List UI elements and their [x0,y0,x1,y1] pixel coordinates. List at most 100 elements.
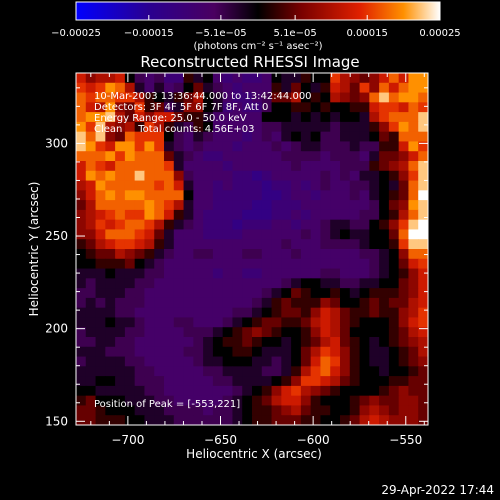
heatmap-cell [76,190,87,201]
heatmap-cell [349,376,361,387]
heatmap-cell [340,337,351,348]
heatmap-cell [85,288,97,299]
heatmap-cell [183,102,194,113]
heatmap-cell [310,170,322,182]
heatmap-cell [173,180,185,191]
heatmap-cell [300,288,312,299]
heatmap-cell [232,82,243,94]
heatmap-cell [320,92,331,103]
heatmap-cell [183,141,194,152]
heatmap-cell [95,229,106,240]
heatmap-cell [398,112,410,123]
heatmap-cell [144,405,155,416]
heatmap-cell [418,268,428,279]
heatmap-cell [203,346,214,358]
heatmap-cell [281,239,292,250]
heatmap-cell [212,307,224,319]
heatmap-cell [379,219,390,231]
heatmap-cell [359,366,370,377]
heatmap-cell [340,112,351,123]
heatmap-cell [154,141,165,152]
heatmap-cell [349,307,361,319]
heatmap-cell [193,337,204,348]
heatmap-cell [418,73,428,84]
heatmap-cell [164,219,175,231]
heatmap-cell [222,73,234,84]
heatmap-cell [398,297,410,309]
heatmap-cell [76,102,87,113]
heatmap-cell [330,327,341,338]
heatmap-cell [183,258,194,270]
heatmap-cell [203,297,214,309]
heatmap-cell [203,405,214,416]
heatmap-cell [340,385,351,397]
heatmap-cell [134,346,146,358]
heatmap-cell [212,327,224,338]
heatmap-cell [359,317,370,328]
heatmap-cell [95,170,106,182]
heatmap-cell [252,200,263,211]
heatmap-cell [369,317,380,328]
heatmap-cell [144,229,155,240]
heatmap-cell [291,278,302,289]
heatmap-cell [281,395,292,407]
heatmap-cell [252,307,263,319]
heatmap-cell [193,317,204,328]
heatmap-cell [76,92,87,103]
heatmap-cell [281,82,292,94]
heatmap-cell [330,395,341,407]
heatmap-cell [330,366,341,377]
heatmap-cell [369,170,380,182]
heatmap-cell [232,258,243,270]
heatmap-cell [203,161,214,172]
heatmap-cell [300,112,312,123]
heatmap-cell [144,307,155,319]
heatmap-cell [388,151,400,162]
heatmap-cell [154,92,165,103]
heatmap-cell [271,317,282,328]
heatmap-cell [154,327,165,338]
heatmap-cell [388,121,400,133]
heatmap-cell [222,278,234,289]
heatmap-cell [173,121,185,133]
heatmap-cell [105,376,116,387]
heatmap-cell [193,131,204,143]
heatmap-cell [349,102,361,113]
heatmap-cell [349,200,361,211]
heatmap-cell [124,278,136,289]
heatmap-cell [300,278,312,289]
heatmap-cell [281,200,292,211]
heatmap-cell [105,405,116,416]
heatmap-cell [408,102,419,113]
heatmap-cell [164,121,175,133]
heatmap-cell [212,366,224,377]
heatmap-cell [222,415,234,425]
heatmap-cell [124,121,136,133]
heatmap-cell [310,249,322,260]
heatmap-cell [85,239,97,250]
heatmap-cell [261,317,273,328]
heatmap-cell [85,317,97,328]
heatmap-cell [193,297,204,309]
heatmap-cell [281,278,292,289]
heatmap-cell [173,219,185,231]
heatmap-cell [369,151,380,162]
heatmap-cell [310,82,322,94]
heatmap-cell [300,385,312,397]
heatmap-cell [242,151,253,162]
heatmap-cell [124,239,136,250]
heatmap-cell [261,288,273,299]
heatmap-cell [193,82,204,94]
heatmap-cell [183,356,194,367]
heatmap-cell [203,258,214,270]
plot-frame [75,72,429,426]
heatmap-cell [144,141,155,152]
heatmap-cell [222,121,234,133]
annotation-clean: Clean Total counts: 4.56E+03 [94,124,254,135]
heatmap-cell [95,180,106,191]
heatmap-cell [349,121,361,133]
heatmap-cell [330,112,341,123]
heatmap-cell [76,131,87,143]
heatmap-cell [310,337,322,348]
heatmap-cell [261,307,273,319]
